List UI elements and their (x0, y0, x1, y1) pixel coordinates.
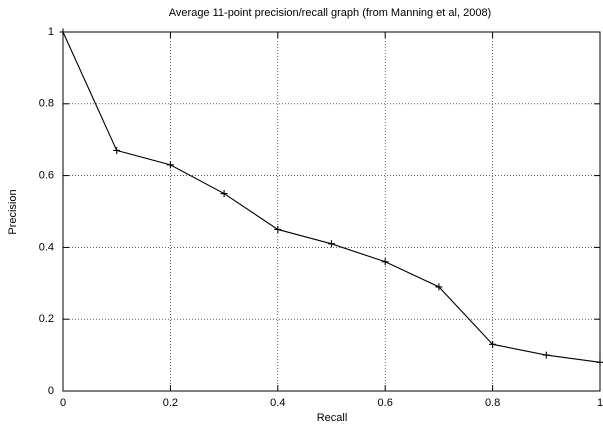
x-tick-label: 0 (60, 397, 66, 409)
y-axis-label: Precision (7, 189, 19, 234)
point-marker (381, 258, 389, 266)
point-marker (274, 225, 282, 233)
x-axis-label: Recall (317, 412, 348, 424)
point-marker (59, 28, 67, 36)
x-tick-label: 0.4 (270, 397, 285, 409)
y-tick-label: 0.6 (39, 170, 54, 182)
point-marker (542, 351, 550, 359)
x-tick-label: 0.8 (485, 397, 500, 409)
point-marker (328, 240, 335, 248)
chart-title: Average 11-point precision/recall graph … (169, 7, 491, 19)
point-marker (220, 190, 228, 198)
y-tick-label: 0.8 (39, 98, 54, 110)
point-marker (166, 161, 174, 169)
point-marker (113, 146, 121, 154)
x-tick-label: 0.6 (378, 397, 393, 409)
y-tick-label: 0.4 (39, 241, 54, 253)
point-marker (435, 283, 443, 291)
point-marker (596, 358, 603, 366)
x-tick-label: 1 (597, 397, 603, 409)
y-tick-label: 0 (48, 385, 54, 397)
plot-frame (62, 31, 601, 392)
y-tick-label: 1 (48, 26, 54, 38)
y-tick-label: 0.2 (39, 313, 54, 325)
point-marker (489, 340, 497, 348)
x-tick-label: 0.2 (163, 397, 178, 409)
